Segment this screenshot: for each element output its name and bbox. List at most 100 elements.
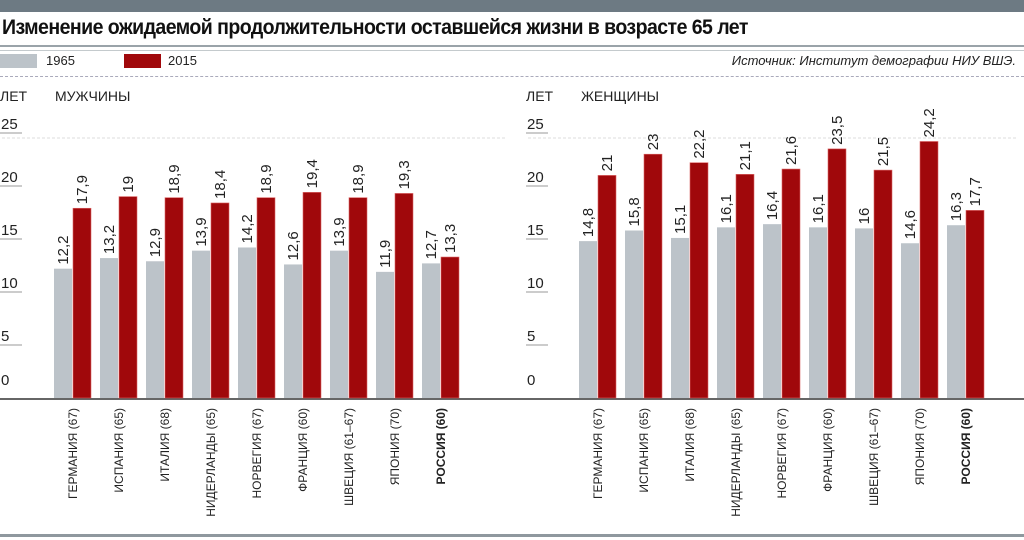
value-label-1965: 16,4 bbox=[764, 191, 781, 220]
value-label-2015: 18,4 bbox=[212, 170, 229, 199]
value-label-2015: 21,6 bbox=[783, 136, 800, 165]
y-tick-label: 15 bbox=[1, 222, 18, 239]
bar-2015 bbox=[965, 210, 985, 399]
category-label: НИДЕРЛАНДЫ (65) bbox=[204, 408, 218, 517]
y-tick-label: 0 bbox=[1, 372, 9, 389]
value-label-2015: 21,5 bbox=[875, 137, 892, 166]
value-label-1965: 13,9 bbox=[331, 217, 348, 246]
bar-1965 bbox=[763, 224, 781, 398]
category-label: ИСПАНИЯ (65) bbox=[637, 408, 651, 493]
category-label: ШВЕЦИЯ (61–67) bbox=[867, 408, 881, 506]
value-label-1965: 14,6 bbox=[902, 210, 919, 239]
bar-1965 bbox=[901, 243, 919, 398]
category-label: ГЕРМАНИЯ (67) bbox=[591, 408, 605, 499]
bar-2015 bbox=[348, 197, 368, 399]
bar-1965 bbox=[579, 241, 597, 398]
bar-2015 bbox=[689, 162, 709, 399]
legend-divider bbox=[0, 76, 1024, 77]
value-label-1965: 15,8 bbox=[626, 197, 643, 226]
bar-2015 bbox=[118, 196, 138, 399]
value-label-1965: 12,7 bbox=[423, 230, 440, 259]
value-label-1965: 14,2 bbox=[239, 214, 256, 243]
value-label-2015: 19 bbox=[120, 176, 137, 193]
bar-1965 bbox=[146, 261, 164, 398]
value-label-1965: 16 bbox=[856, 208, 873, 225]
y-tick-label: 10 bbox=[1, 275, 18, 292]
y-axis-unit-label: ЛЕТ bbox=[526, 88, 554, 104]
panel-title: ЖЕНЩИНЫ bbox=[581, 88, 659, 104]
bar-2015 bbox=[72, 207, 92, 399]
y-tick-label: 25 bbox=[1, 116, 18, 133]
bar-1965 bbox=[284, 264, 302, 398]
value-label-1965: 12,2 bbox=[55, 235, 72, 264]
bar-1965 bbox=[947, 225, 965, 398]
value-label-2015: 17,7 bbox=[967, 177, 984, 206]
value-label-2015: 18,9 bbox=[350, 164, 367, 193]
bar-2015 bbox=[440, 256, 460, 399]
category-label: ЯПОНИЯ (70) bbox=[913, 408, 927, 485]
value-label-2015: 13,3 bbox=[442, 224, 459, 253]
bar-2015 bbox=[302, 192, 322, 399]
bottom-rule bbox=[0, 534, 1024, 537]
value-label-2015: 23 bbox=[645, 134, 662, 151]
value-label-2015: 17,9 bbox=[74, 175, 91, 204]
title-divider bbox=[0, 45, 1024, 51]
bar-2015 bbox=[827, 148, 847, 399]
y-tick-label: 5 bbox=[1, 328, 9, 345]
value-label-2015: 18,9 bbox=[258, 164, 275, 193]
bar-2015 bbox=[643, 153, 663, 399]
bar-1965 bbox=[100, 258, 118, 398]
y-tick-label: 10 bbox=[527, 275, 544, 292]
bar-2015 bbox=[735, 174, 755, 399]
category-label: РОССИЯ (60) bbox=[959, 408, 973, 484]
bar-1965 bbox=[192, 250, 210, 398]
bar-1965 bbox=[238, 247, 256, 398]
category-label: НОРВЕГИЯ (67) bbox=[775, 408, 789, 498]
bar-1965 bbox=[422, 263, 440, 398]
value-label-2015: 19,3 bbox=[396, 160, 413, 189]
category-label: ГЕРМАНИЯ (67) bbox=[66, 408, 80, 499]
value-label-1965: 16,3 bbox=[948, 192, 965, 221]
value-label-2015: 24,2 bbox=[921, 108, 938, 137]
value-label-1965: 16,1 bbox=[810, 194, 827, 223]
legend-label-1965: 1965 bbox=[46, 53, 75, 68]
bar-1965 bbox=[855, 228, 873, 398]
category-label: ФРАНЦИЯ (60) bbox=[296, 408, 310, 492]
value-label-2015: 22,2 bbox=[691, 129, 708, 158]
category-label: ИТАЛИЯ (68) bbox=[158, 408, 172, 482]
category-label: ИТАЛИЯ (68) bbox=[683, 408, 697, 482]
y-tick-label: 0 bbox=[527, 372, 535, 389]
panel-title: МУЖЧИНЫ bbox=[55, 88, 130, 104]
value-label-2015: 18,9 bbox=[166, 164, 183, 193]
bar-1965 bbox=[625, 230, 643, 398]
bar-1965 bbox=[671, 237, 689, 398]
value-label-1965: 16,1 bbox=[718, 194, 735, 223]
source-note: Источник: Институт демографии НИУ ВШЭ. bbox=[731, 53, 1016, 68]
bar-2015 bbox=[164, 197, 184, 399]
bar-1965 bbox=[717, 227, 735, 398]
y-tick-label: 15 bbox=[527, 222, 544, 239]
top-band bbox=[0, 0, 1024, 12]
value-label-2015: 21 bbox=[599, 155, 616, 172]
bar-2015 bbox=[210, 202, 230, 399]
value-label-2015: 21,1 bbox=[737, 141, 754, 170]
value-label-1965: 15,1 bbox=[672, 205, 689, 234]
value-label-1965: 12,9 bbox=[147, 228, 164, 257]
bar-2015 bbox=[394, 193, 414, 399]
bar-1965 bbox=[809, 227, 827, 398]
y-axis-unit-label: ЛЕТ bbox=[0, 88, 28, 104]
value-label-1965: 14,8 bbox=[580, 208, 597, 237]
value-label-1965: 13,2 bbox=[101, 225, 118, 254]
category-label: НОРВЕГИЯ (67) bbox=[250, 408, 264, 498]
value-label-2015: 19,4 bbox=[304, 159, 321, 188]
bar-2015 bbox=[919, 141, 939, 399]
y-tick-label: 25 bbox=[527, 116, 544, 133]
y-tick-label: 20 bbox=[527, 169, 544, 186]
bar-1965 bbox=[330, 250, 348, 398]
value-label-1965: 12,6 bbox=[285, 231, 302, 260]
value-label-2015: 23,5 bbox=[829, 116, 846, 145]
legend: 1965 2015 Источник: Институт демографии … bbox=[0, 52, 1024, 70]
legend-swatch-2015 bbox=[124, 54, 161, 68]
bar-1965 bbox=[54, 268, 72, 398]
